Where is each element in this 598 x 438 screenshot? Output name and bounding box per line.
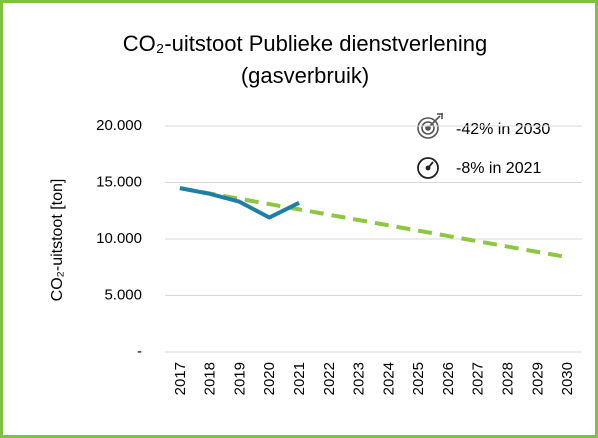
x-tick-label: 2029: [529, 362, 546, 395]
x-tick-label: 2021: [291, 362, 308, 395]
x-tick-label: 2028: [500, 362, 517, 395]
x-tick-label: 2020: [261, 362, 278, 395]
annotation: -42% in 2030: [456, 121, 550, 138]
x-tick-label: 2023: [351, 362, 368, 395]
gauge-icon: [417, 157, 439, 179]
line-series: [179, 186, 300, 220]
annotation: -8% in 2021: [456, 160, 541, 177]
x-tick-label: 2022: [321, 362, 338, 395]
x-tick-label: 2019: [231, 362, 248, 395]
y-axis-label: CO₂-uitstoot [ton]: [49, 179, 66, 302]
chart-title: CO₂-uitstoot Publieke dienstverlening: [123, 31, 487, 56]
x-tick-label: 2024: [380, 362, 397, 395]
y-tick-label: 10.000: [96, 230, 142, 247]
y-tick-label: 5.000: [104, 286, 142, 303]
y-tick-label: -: [137, 343, 142, 360]
x-tick-label: 2027: [470, 362, 487, 395]
x-tick-label: 2025: [410, 362, 427, 395]
y-tick-label: 20.000: [96, 117, 142, 134]
x-tick-label: 2017: [172, 362, 189, 395]
y-tick-label: 15.000: [96, 173, 142, 190]
x-tick-label: 2030: [559, 362, 576, 395]
x-tick-label: 2018: [202, 362, 219, 395]
chart-title: (gasverbruik): [241, 63, 369, 88]
x-tick-label: 2026: [440, 362, 457, 395]
